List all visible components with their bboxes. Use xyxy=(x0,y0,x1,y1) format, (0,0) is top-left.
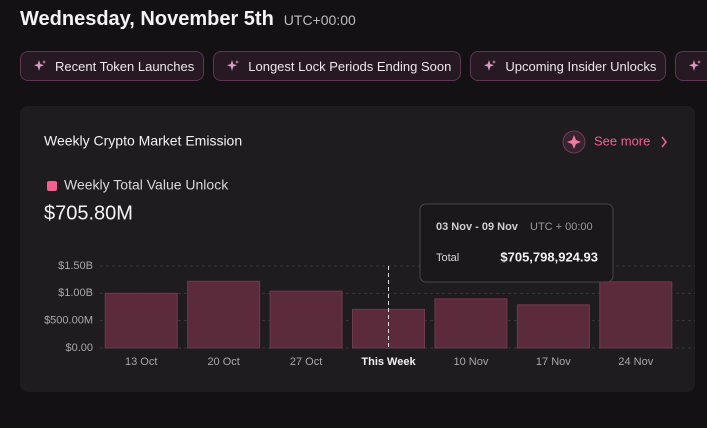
tooltip-total-label: Total xyxy=(436,252,459,264)
sparkle xyxy=(567,135,581,149)
tooltip-value: $705,798,924.93 xyxy=(500,249,598,264)
chart: Weekly Crypto Market Emission See more $… xyxy=(44,130,697,368)
sparkle-icon xyxy=(484,60,497,71)
y-tick-label: $1.00B xyxy=(58,287,93,299)
chip-label[interactable]: Longest Lock Periods Ending Soon xyxy=(248,58,452,74)
x-tick-label: 27 Oct xyxy=(290,356,322,368)
tooltip-timezone: UTC + 00:00 xyxy=(530,221,593,233)
bar xyxy=(187,280,261,349)
chip-label[interactable]: Upcoming Insider Unlocks xyxy=(505,58,657,74)
bar xyxy=(434,298,508,349)
chevron xyxy=(661,136,668,148)
x-tick-label: 10 Nov xyxy=(453,356,488,368)
x-tick-label: 13 Oct xyxy=(125,356,157,368)
chip-row: Recent Token Launches Longest Lock Period… xyxy=(20,51,707,81)
see-more-text[interactable]: See more xyxy=(594,133,650,148)
card: Weekly Crypto Market Emission See more $… xyxy=(20,106,697,392)
date-title: Wednesday, November 5th xyxy=(20,8,274,30)
see-more[interactable]: See more xyxy=(562,130,668,154)
headline-value: $705.80M xyxy=(44,202,133,224)
y-tick-label: $1.50B xyxy=(58,260,93,272)
chart-title: Weekly Crypto Market Emission xyxy=(44,133,242,149)
bar xyxy=(516,304,590,349)
x-tick-label: 20 Oct xyxy=(207,356,239,368)
chip-label[interactable]: Recent Token Launches xyxy=(55,58,195,74)
bar xyxy=(599,281,673,349)
tooltip xyxy=(419,203,614,283)
chip[interactable]: Recent Token Launches xyxy=(20,51,205,81)
sparkle-icon xyxy=(689,60,702,71)
x-tick-label: This Week xyxy=(361,356,416,368)
sparkle-icon xyxy=(227,60,240,71)
legend-label: Weekly Total Value Unlock xyxy=(64,177,229,193)
bar xyxy=(104,292,178,349)
legend-marker xyxy=(47,181,57,191)
chip[interactable]: Re xyxy=(675,51,707,81)
chip[interactable]: Longest Lock Periods Ending Soon xyxy=(213,51,462,81)
y-tick-label: $500.00M xyxy=(44,315,93,327)
y-tick-label: $0.00 xyxy=(65,342,93,354)
sparkle-icon xyxy=(34,60,46,71)
chip[interactable]: Upcoming Insider Unlocks xyxy=(470,51,667,81)
bar xyxy=(269,290,343,349)
x-tick-label: 17 Nov xyxy=(536,356,571,368)
header: Wednesday, November 5th UTC+00:00 xyxy=(20,8,356,31)
timezone: UTC+00:00 xyxy=(283,12,356,28)
x-tick-label: 24 Nov xyxy=(618,356,653,368)
tooltip-range: 03 Nov - 09 Nov xyxy=(436,221,519,233)
